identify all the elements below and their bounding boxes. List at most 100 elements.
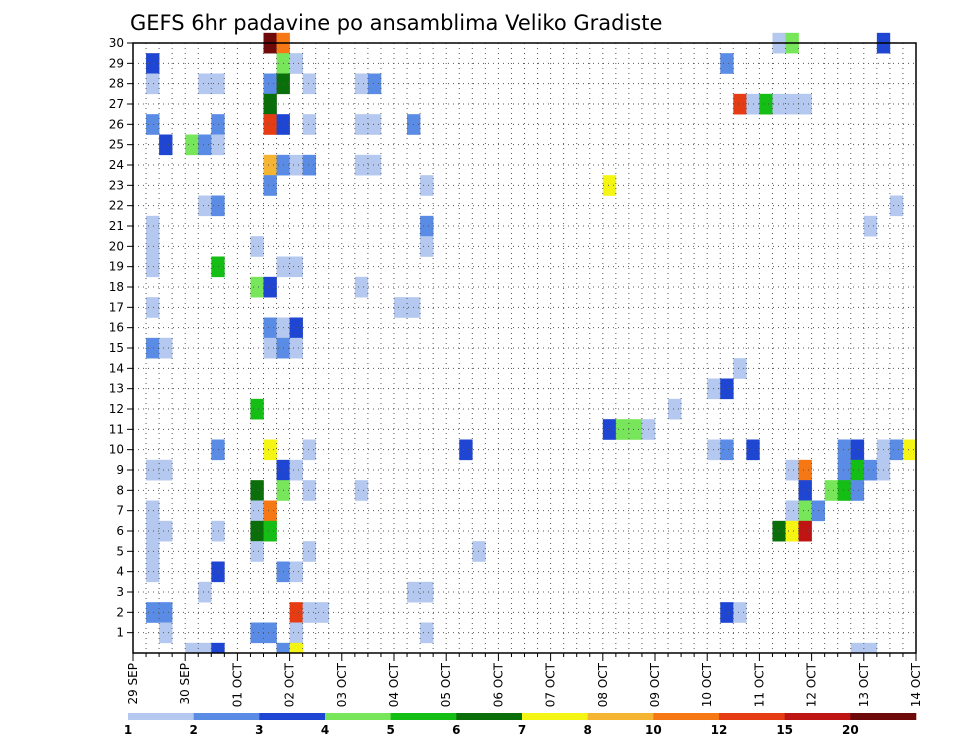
colorbar-level-label: 12 xyxy=(711,723,728,737)
heatmap-cell xyxy=(263,114,277,135)
heatmap-cell xyxy=(263,317,277,339)
heatmap-cell xyxy=(367,73,382,95)
heatmap-cell xyxy=(668,398,682,420)
heatmap-cell xyxy=(837,459,852,481)
y-tick-label: 20 xyxy=(109,239,124,253)
x-tick-label: 07 OCT xyxy=(544,662,558,707)
colorbar-level-label: 4 xyxy=(321,723,329,737)
y-tick-label: 3 xyxy=(116,585,124,599)
heatmap-cell xyxy=(733,358,747,379)
colorbar: 1 2 3 4 5 6 7 8 10 12 15 20 xyxy=(124,713,917,737)
heatmap-cell xyxy=(850,439,865,461)
y-tick-label: 24 xyxy=(109,158,124,172)
heatmap-cell xyxy=(263,154,277,176)
heatmap-cell xyxy=(302,114,316,135)
heatmap-cell xyxy=(602,419,617,440)
heatmap-cell xyxy=(837,480,852,501)
heatmap-cell xyxy=(289,317,303,339)
heatmap-cell xyxy=(198,134,212,156)
heatmap-cell xyxy=(302,439,316,461)
colorbar-swatch xyxy=(522,713,588,720)
heatmap-cell xyxy=(146,73,160,95)
heatmap-cell xyxy=(276,256,303,278)
heatmap-cell xyxy=(889,439,904,461)
colorbar-swatch xyxy=(784,713,851,720)
heatmap-cell xyxy=(459,439,473,461)
heatmap-cell xyxy=(146,215,160,237)
heatmap-cell xyxy=(289,642,303,654)
y-tick-label: 27 xyxy=(109,97,124,111)
heatmap-cell xyxy=(289,561,303,583)
heatmap-cell xyxy=(720,53,734,74)
colorbar-swatch xyxy=(128,713,194,720)
y-tick-label: 21 xyxy=(109,219,124,233)
heatmap-cell xyxy=(146,561,160,583)
x-tick-label: 01 OCT xyxy=(230,662,244,707)
heatmap-cell xyxy=(198,195,212,217)
heatmap-cell xyxy=(263,276,277,298)
y-tick-label: 18 xyxy=(109,280,124,294)
heatmap-cell xyxy=(289,53,303,74)
y-tick-label: 10 xyxy=(109,443,124,457)
y-tick-label: 1 xyxy=(116,626,124,640)
heatmap-cell xyxy=(211,520,225,542)
x-tick-label: 12 OCT xyxy=(805,662,819,707)
y-tick-label: 7 xyxy=(116,504,124,518)
heatmap-cell xyxy=(420,236,434,257)
colorbar-level-label: 2 xyxy=(189,723,197,737)
heatmap-cell xyxy=(420,622,434,644)
colorbar-swatch xyxy=(456,713,523,720)
colorbar-level-label: 7 xyxy=(518,723,526,737)
colorbar-swatch xyxy=(653,713,720,720)
heatmap-cell xyxy=(837,439,852,461)
y-tick-label: 26 xyxy=(109,117,124,131)
heatmap-cell xyxy=(354,276,369,298)
y-tick-label: 17 xyxy=(109,300,124,314)
heatmap-cell xyxy=(211,561,225,583)
heatmap-cell xyxy=(289,337,303,359)
x-axis-ticks: 29 SEP 30 SEP 01 OCT 02 OCT 03 OCT 04 OCT 05 O… xyxy=(126,653,923,707)
heatmap-cell xyxy=(211,642,225,654)
heatmap-cell xyxy=(720,378,734,400)
heatmap-cell xyxy=(302,541,316,562)
heatmap-cell xyxy=(785,459,799,481)
colorbar-swatch xyxy=(719,713,785,720)
y-tick-label: 22 xyxy=(109,199,124,213)
heatmap-cell xyxy=(250,480,264,501)
heatmap-cell xyxy=(785,520,799,542)
heatmap-cell xyxy=(146,256,160,278)
heatmap-cell xyxy=(772,93,812,115)
x-tick-label: 14 OCT xyxy=(909,662,923,707)
heatmap-cell xyxy=(263,520,277,542)
colorbar-level-label: 20 xyxy=(842,723,859,737)
heatmap-cell xyxy=(185,134,199,156)
heatmap-cell xyxy=(772,520,786,542)
heatmap-cell xyxy=(720,439,734,461)
heatmap-cell xyxy=(250,500,264,522)
heatmap-cell xyxy=(354,73,369,95)
y-tick-label: 29 xyxy=(109,56,124,70)
heatmap-cell xyxy=(289,154,303,176)
x-tick-label: 06 OCT xyxy=(491,662,505,707)
x-tick-label: 11 OCT xyxy=(752,662,766,707)
grid-lines xyxy=(133,42,916,653)
heatmap-cell xyxy=(250,398,264,420)
y-tick-label: 14 xyxy=(109,361,124,375)
heatmap-cells xyxy=(146,32,917,654)
y-tick-label: 30 xyxy=(109,36,124,50)
heatmap-cell xyxy=(733,93,747,115)
heatmap-cell xyxy=(289,622,303,644)
x-tick-label: 29 SEP xyxy=(126,663,140,705)
y-tick-label: 19 xyxy=(109,260,124,274)
heatmap-cell xyxy=(889,195,904,217)
y-tick-label: 23 xyxy=(109,178,124,192)
heatmap-cell xyxy=(302,73,316,95)
colorbar-swatch xyxy=(587,713,654,720)
heatmap-cell xyxy=(420,215,434,237)
y-tick-label: 16 xyxy=(109,321,124,335)
heatmap-cell xyxy=(863,459,878,481)
heatmap-cell xyxy=(211,114,225,135)
x-tick-label: 13 OCT xyxy=(857,662,871,707)
heatmap-cell xyxy=(902,439,917,461)
